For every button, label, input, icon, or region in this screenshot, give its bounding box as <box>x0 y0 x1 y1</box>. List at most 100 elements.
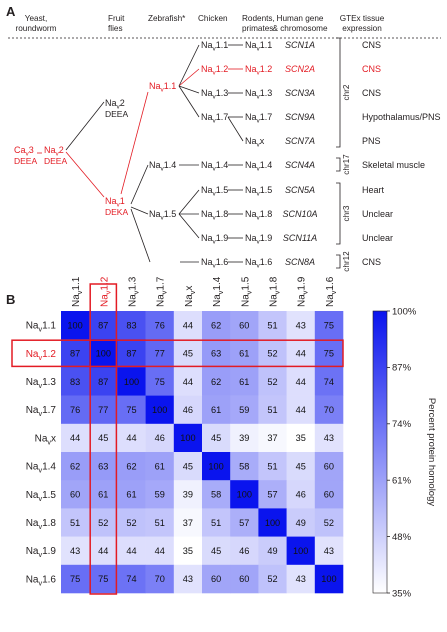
column-label: Nav1.7 <box>156 276 169 307</box>
heatmap-cell <box>230 536 259 566</box>
highlight-row-box <box>11 339 344 368</box>
heatmap-cell <box>89 339 118 368</box>
zebrafish-node-label: Nav1.1 <box>149 81 176 94</box>
row-label: Nav1.5 <box>26 490 57 503</box>
heatmap-cell-value: 44 <box>126 546 136 556</box>
column-header: expression <box>342 24 382 33</box>
fly-nav1-motif: DEKA <box>105 207 128 217</box>
column-label: Nav1.3 <box>128 276 141 307</box>
heatmap-cell-value: 60 <box>324 490 334 500</box>
mammal-label: Nav1.1 <box>245 40 272 53</box>
heatmap-cell <box>61 536 90 566</box>
chromosome-bracket <box>336 254 341 269</box>
heatmap-cell-value: 76 <box>155 320 165 330</box>
tissue-expression: CNS <box>362 257 381 267</box>
heatmap-cell-value: 60 <box>211 574 221 584</box>
heatmap-cell-value: 51 <box>267 405 277 415</box>
row-label: Nav1.7 <box>26 405 57 418</box>
heatmap-cell-value: 62 <box>211 320 221 330</box>
heatmap-cell <box>89 564 118 594</box>
heatmap-cell-value: 75 <box>70 574 80 584</box>
column-header: Rodents, <box>242 14 275 23</box>
column-header: Zebrafish* <box>148 14 186 23</box>
heatmap-cell-value: 100 <box>67 320 82 330</box>
human-gene: SCN10A <box>282 209 317 219</box>
heatmap-cell-value: 75 <box>324 349 334 359</box>
heatmap-cell <box>202 564 231 594</box>
heatmap-cell-value: 35 <box>183 546 193 556</box>
tissue-expression: Skeletal muscle <box>362 160 425 170</box>
chromosome-label: chr2 <box>342 84 351 100</box>
heatmap-cell <box>230 564 259 594</box>
nav2-ancestor-label: Nav2 <box>44 145 64 158</box>
column-header: GTEx tissue <box>340 14 385 23</box>
column-header: Fruit <box>108 14 125 23</box>
zebrafish-node-label: Nav1.4 <box>149 160 176 173</box>
heatmap-cell-value: 76 <box>70 405 80 415</box>
row-label: Nav1.9 <box>26 546 57 559</box>
heatmap-cell <box>89 367 118 396</box>
chicken-label: Nav1.3 <box>201 88 228 101</box>
column-header: Human gene <box>277 14 324 23</box>
heatmap-cell <box>145 395 175 425</box>
heatmap-cell-value: 51 <box>155 518 165 528</box>
heatmap-cell-value: 100 <box>152 405 167 415</box>
heatmap-cell <box>145 311 175 340</box>
cav3-motif: DEEA <box>14 156 37 166</box>
heatmap-cell-value: 61 <box>126 490 136 500</box>
connector-line <box>178 189 200 215</box>
connector-line <box>130 206 149 215</box>
heatmap-cell-value: 51 <box>211 518 221 528</box>
colorbar <box>372 310 388 594</box>
row-label: Nav1.2 <box>26 349 57 362</box>
column-header: roundworm <box>16 24 57 33</box>
heatmap-cell <box>202 395 231 425</box>
heatmap-cell <box>258 536 287 566</box>
heatmap-cell <box>230 311 259 340</box>
chromosome-bracket <box>336 37 341 148</box>
colorbar-tick-label: 35% <box>392 588 412 599</box>
heatmap-cell-value: 35 <box>296 433 306 443</box>
panel-label: A <box>6 4 16 19</box>
colorbar-tick-label: 100% <box>392 306 417 317</box>
heatmap-cell <box>117 423 146 453</box>
heatmap-cell-value: 70 <box>324 405 334 415</box>
heatmap-cell <box>230 367 259 396</box>
heatmap-cell-value: 70 <box>155 574 165 584</box>
heatmap-cell-value: 44 <box>98 546 108 556</box>
heatmap-cell-value: 46 <box>239 546 249 556</box>
heatmap-cell <box>117 536 146 566</box>
human-gene: SCN11A <box>283 233 317 243</box>
heatmap-cell-value: 62 <box>126 461 136 471</box>
heatmap-cell <box>314 536 344 566</box>
heatmap-cell-value: 51 <box>267 461 277 471</box>
tissue-expression: PNS <box>362 136 381 146</box>
heatmap-cell-value: 100 <box>321 574 336 584</box>
heatmap-cell-value: 75 <box>324 320 334 330</box>
heatmap-cell <box>286 536 316 566</box>
heatmap-cell-value: 45 <box>211 433 221 443</box>
chicken-label: Nav1.2 <box>201 64 228 77</box>
heatmap-cell <box>173 339 203 368</box>
heatmap-cell-value: 49 <box>296 518 306 528</box>
heatmap-cell-value: 52 <box>324 518 334 528</box>
heatmap-cell-value: 87 <box>98 320 108 330</box>
panel-b-heatmap: B 100 87 83 76 44 62 60 51 43 75 87 100 87 77 45 63 61 52 4… <box>6 276 437 599</box>
heatmap-cell-value: 83 <box>70 377 80 387</box>
heatmap-cell <box>230 395 259 425</box>
heatmap-cell-value: 45 <box>211 546 221 556</box>
heatmap-cell-value: 75 <box>98 574 108 584</box>
heatmap-cell <box>202 311 231 340</box>
heatmap-cell <box>117 564 146 594</box>
heatmap-cell-value: 100 <box>293 546 308 556</box>
heatmap-cell <box>61 480 90 509</box>
heatmap-cell <box>314 311 344 340</box>
heatmap-cell <box>230 480 259 509</box>
heatmap-cell-value: 61 <box>155 461 165 471</box>
chicken-label: Nav1.8 <box>201 209 228 222</box>
heatmap-cell <box>61 367 90 396</box>
mammal-label: Nav1.9 <box>245 233 272 246</box>
heatmap-cell <box>117 311 146 340</box>
heatmap-cell <box>258 480 287 509</box>
